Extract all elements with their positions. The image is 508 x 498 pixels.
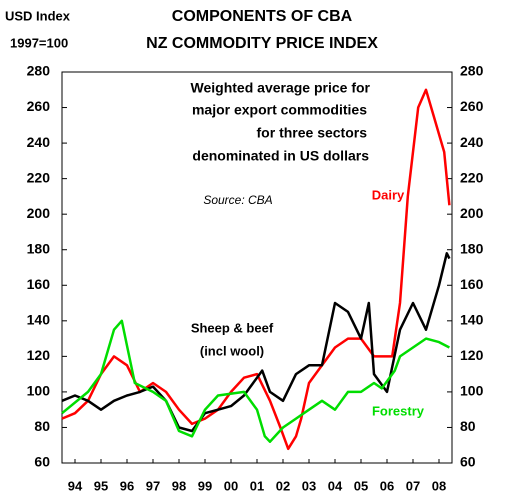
y-tick-label: 120 (27, 347, 51, 363)
x-tick-label: 96 (120, 478, 134, 493)
y2-tick-label: 80 (460, 418, 476, 434)
y-axis-label: USD Index (5, 8, 71, 23)
x-tick-label: 02 (276, 478, 290, 493)
y-tick-label: 280 (27, 63, 51, 79)
y2-tick-label: 100 (460, 383, 484, 399)
series-label: (incl wool) (200, 343, 264, 358)
y-tick-label: 80 (34, 418, 50, 434)
chart-title: COMPONENTS OF CBA (172, 8, 353, 25)
y2-tick-label: 200 (460, 205, 484, 221)
y-tick-label: 260 (27, 98, 51, 114)
x-tick-label: 01 (250, 478, 264, 493)
y2-tick-label: 280 (460, 63, 484, 79)
x-tick-label: 07 (406, 478, 420, 493)
x-tick-label: 94 (68, 478, 83, 493)
y-tick-label: 100 (27, 383, 51, 399)
x-tick-label: 08 (432, 478, 446, 493)
source-note: Source: CBA (203, 193, 272, 207)
y-axis-label: 1997=100 (10, 35, 68, 50)
y-tick-label: 160 (27, 276, 51, 292)
series-line (61, 252, 451, 433)
y-tick-label: 140 (27, 312, 51, 328)
y2-tick-label: 220 (460, 169, 484, 185)
x-tick-label: 04 (328, 478, 343, 493)
y-tick-label: 220 (27, 169, 51, 185)
annotation: Weighted average price for (191, 80, 371, 96)
x-tick-label: 98 (172, 478, 186, 493)
x-tick-label: 00 (224, 478, 238, 493)
annotation: major export commodities (192, 102, 367, 118)
x-tick-label: 97 (146, 478, 160, 493)
chart-title: NZ COMMODITY PRICE INDEX (146, 35, 378, 52)
series-line (61, 319, 450, 443)
y2-tick-label: 180 (460, 240, 484, 256)
y2-tick-label: 160 (460, 276, 484, 292)
annotation: for three sectors (257, 125, 368, 141)
series-label: Sheep & beef (191, 320, 274, 335)
y2-tick-label: 260 (460, 98, 484, 114)
annotation: denominated in US dollars (192, 148, 369, 164)
y2-tick-label: 140 (460, 312, 484, 328)
x-tick-label: 03 (302, 478, 316, 493)
y-tick-label: 200 (27, 205, 51, 221)
y-tick-label: 180 (27, 240, 51, 256)
x-tick-label: 05 (354, 478, 368, 493)
y-tick-label: 60 (34, 454, 50, 470)
x-tick-label: 06 (380, 478, 394, 493)
series-label: Forestry (372, 403, 425, 418)
series-label: Dairy (372, 187, 405, 202)
x-tick-label: 95 (94, 478, 108, 493)
series-line (61, 88, 451, 451)
x-tick-label: 99 (198, 478, 212, 493)
y2-tick-label: 60 (460, 454, 476, 470)
y2-tick-label: 240 (460, 134, 484, 150)
y2-tick-label: 120 (460, 347, 484, 363)
y-tick-label: 240 (27, 134, 51, 150)
